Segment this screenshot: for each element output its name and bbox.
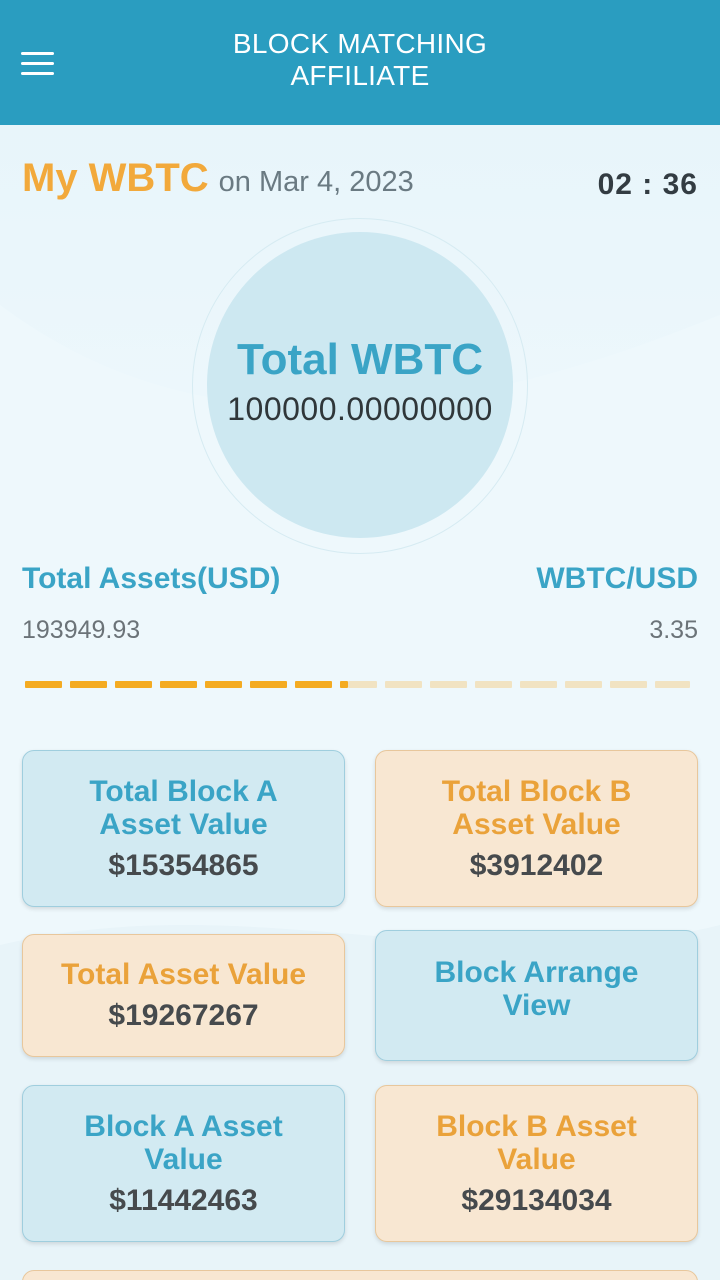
- card-block-a-asset[interactable]: Block A Asset Value $11442463: [22, 1085, 345, 1242]
- card-title: Block A Asset Value: [84, 1110, 282, 1176]
- progress-segment: [565, 681, 602, 688]
- wbtc-title: My WBTC: [22, 156, 209, 200]
- progress-segment: [475, 681, 512, 688]
- card-title-line2: Asset Value: [452, 807, 621, 841]
- progress-segment: [610, 681, 647, 688]
- wbtc-date: on Mar 4, 2023: [218, 166, 414, 198]
- progress-segment: [25, 681, 62, 688]
- progress-segment: [347, 681, 377, 688]
- card-total-block-a[interactable]: Total Block A Asset Value $15354865: [22, 750, 345, 907]
- card-title: Block Arrange View: [435, 956, 639, 1022]
- card-title-line1: Block Arrange: [434, 955, 639, 989]
- card-total-block-b[interactable]: Total Block B Asset Value $3912402: [375, 750, 698, 907]
- app-title-line1: BLOCK MATCHING: [232, 28, 488, 59]
- card-title-line2: Asset Value: [99, 807, 268, 841]
- card-title-line1: Total Block A: [89, 774, 278, 808]
- card-title-line2: Value: [497, 1142, 576, 1176]
- card-value: $15354865: [108, 848, 259, 882]
- total-wbtc-ring: [192, 218, 528, 554]
- card-title: Total Block B Asset Value: [442, 775, 631, 841]
- progress-segment: [160, 681, 197, 688]
- wbtc-usd-label: WBTC/USD: [536, 562, 698, 595]
- card-title-line2: Value: [144, 1142, 223, 1176]
- card-title-line1: Block A Asset: [84, 1109, 283, 1143]
- app-title-line2: AFFILIATE: [290, 60, 430, 91]
- card-partial-bottom[interactable]: [22, 1270, 698, 1280]
- app-title: BLOCK MATCHING AFFILIATE: [160, 28, 560, 92]
- card-value: $19267267: [108, 999, 259, 1032]
- card-block-b-asset[interactable]: Block B Asset Value $29134034: [375, 1085, 698, 1242]
- progress-segment: [205, 681, 242, 688]
- wbtc-usd-value: 3.35: [649, 616, 698, 644]
- wbtc-heading: My WBTC on Mar 4, 2023: [22, 156, 414, 201]
- countdown-clock: 02 : 36: [597, 168, 698, 201]
- card-title: Block B Asset Value: [436, 1110, 637, 1176]
- card-title-line2: View: [502, 988, 571, 1022]
- card-title: Total Block A Asset Value: [89, 775, 277, 841]
- total-wbtc-circle: Total WBTC 100000.00000000: [207, 232, 513, 538]
- progress-segment: [295, 681, 332, 688]
- progress-segment: [115, 681, 152, 688]
- app-header: BLOCK MATCHING AFFILIATE: [0, 0, 720, 125]
- progress-segment: [340, 681, 348, 688]
- card-value: $11442463: [109, 1183, 258, 1217]
- block-arrange-view-button[interactable]: Block Arrange View: [375, 930, 698, 1061]
- total-wbtc-value: 100000.00000000: [227, 390, 493, 427]
- card-value: $3912402: [469, 848, 604, 882]
- progress-segment: [385, 681, 422, 688]
- progress-segment: [70, 681, 107, 688]
- progress-bar: [25, 681, 690, 689]
- total-wbtc-label: Total WBTC: [236, 334, 484, 384]
- progress-segment: [430, 681, 467, 688]
- total-assets-label: Total Assets(USD): [22, 562, 281, 595]
- progress-segment: [655, 681, 690, 688]
- hamburger-menu-icon[interactable]: [14, 40, 60, 86]
- card-title: Total Asset Value: [60, 958, 307, 991]
- progress-segment: [520, 681, 557, 688]
- card-title-line1: Total Block B: [441, 774, 632, 808]
- progress-segment: [250, 681, 287, 688]
- card-value: $29134034: [461, 1183, 612, 1217]
- card-title-line1: Block B Asset: [436, 1109, 637, 1143]
- card-total-asset-value[interactable]: Total Asset Value $19267267: [22, 934, 345, 1057]
- total-assets-value: 193949.93: [22, 616, 141, 644]
